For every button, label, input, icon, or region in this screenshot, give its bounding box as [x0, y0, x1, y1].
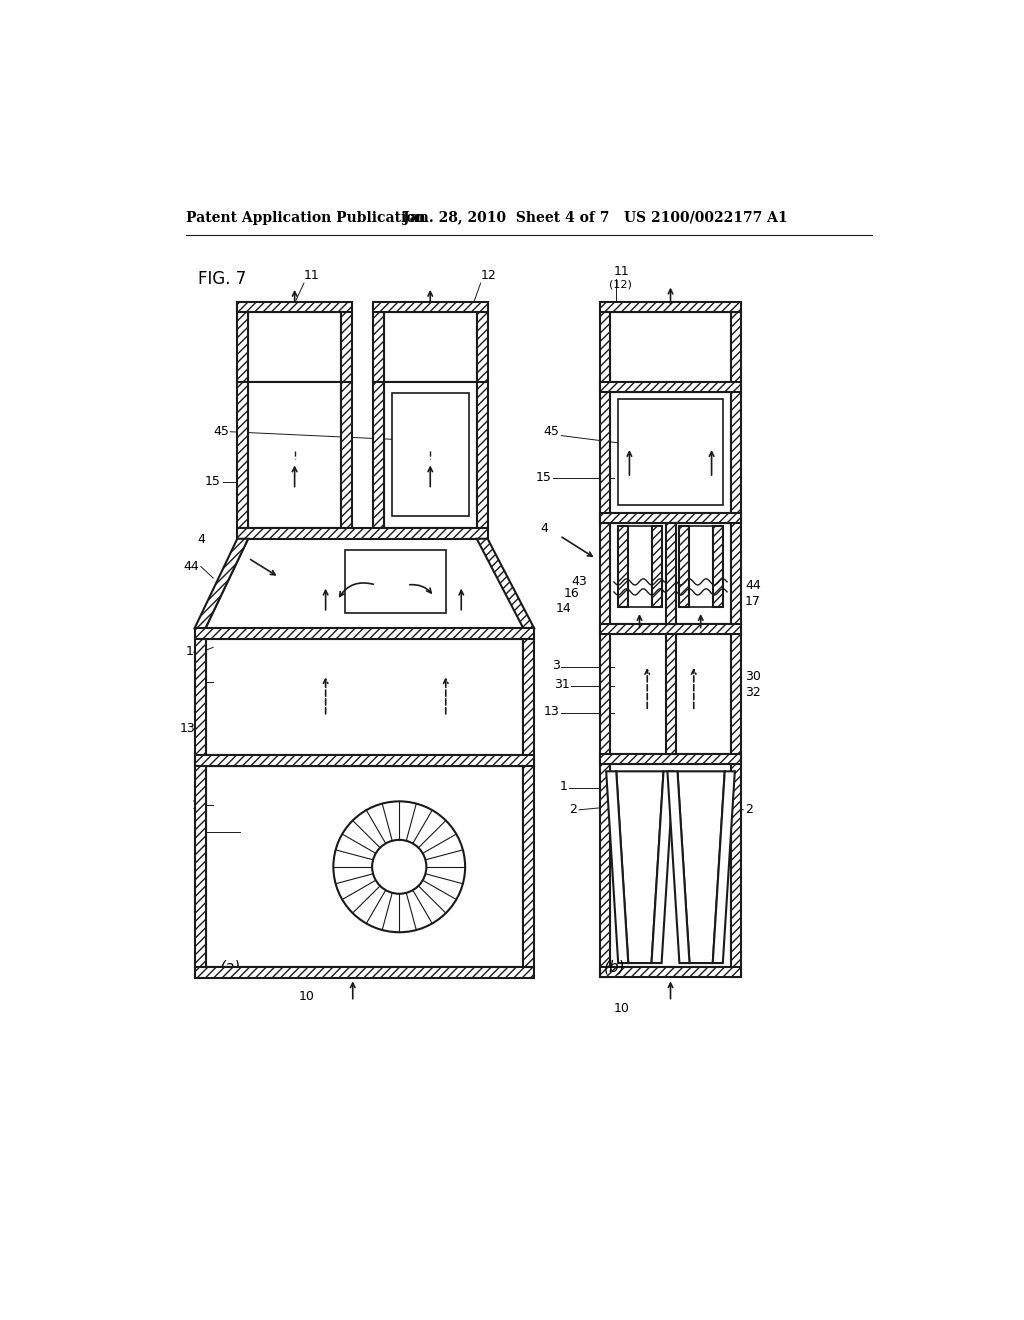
Text: Jan. 28, 2010  Sheet 4 of 7: Jan. 28, 2010 Sheet 4 of 7	[403, 211, 609, 224]
Bar	[341, 313, 352, 381]
Bar	[391, 393, 469, 516]
Polygon shape	[206, 539, 523, 628]
Text: 44: 44	[744, 579, 761, 593]
Bar	[600, 966, 741, 977]
Bar	[477, 381, 487, 528]
Bar	[610, 392, 731, 512]
Bar	[600, 302, 741, 313]
Bar	[666, 523, 676, 624]
Text: FIG. 7: FIG. 7	[198, 271, 246, 288]
Bar	[373, 381, 384, 528]
Bar	[600, 624, 741, 635]
Bar	[238, 528, 487, 539]
Bar	[248, 313, 341, 381]
Bar	[373, 313, 384, 381]
Polygon shape	[477, 539, 535, 628]
Bar	[610, 635, 731, 754]
Polygon shape	[606, 771, 629, 964]
Bar	[195, 755, 535, 766]
Bar	[248, 381, 341, 528]
Text: 15: 15	[205, 475, 221, 488]
Text: 41: 41	[632, 533, 647, 545]
Text: 15: 15	[536, 471, 552, 484]
Circle shape	[372, 840, 426, 894]
Bar	[477, 313, 487, 381]
Text: 10: 10	[299, 990, 314, 1003]
Text: 1: 1	[559, 780, 567, 793]
Text: 4: 4	[541, 521, 548, 535]
Bar	[341, 381, 352, 528]
Bar	[523, 639, 535, 766]
Text: 13: 13	[544, 705, 560, 718]
Bar	[600, 381, 741, 392]
Bar	[238, 302, 352, 313]
Polygon shape	[195, 539, 248, 628]
Text: 17: 17	[744, 594, 761, 607]
Text: 42: 42	[693, 533, 709, 545]
Text: US 2100/0022177 A1: US 2100/0022177 A1	[624, 211, 787, 224]
Bar	[195, 966, 535, 978]
Polygon shape	[616, 771, 664, 964]
Text: 4: 4	[198, 533, 206, 546]
Bar	[679, 527, 723, 607]
Text: 45: 45	[544, 425, 560, 438]
Bar	[238, 381, 248, 528]
Text: 13: 13	[179, 722, 196, 735]
Polygon shape	[668, 771, 689, 964]
Bar	[731, 313, 741, 977]
Bar	[600, 313, 610, 977]
Text: 14: 14	[556, 602, 571, 615]
Bar	[713, 527, 723, 607]
Bar	[206, 639, 523, 755]
Text: 45: 45	[213, 425, 228, 438]
Text: 2: 2	[744, 804, 753, 816]
Bar	[617, 400, 723, 506]
Text: (12): (12)	[608, 280, 632, 289]
Circle shape	[334, 801, 465, 932]
Text: 12: 12	[480, 268, 497, 281]
Text: 11: 11	[304, 268, 319, 281]
Bar	[679, 527, 689, 607]
Text: 32: 32	[744, 685, 761, 698]
Bar	[617, 527, 628, 607]
Text: 11: 11	[614, 265, 630, 277]
Text: 2: 2	[198, 825, 206, 838]
Bar	[373, 302, 487, 313]
Text: 14: 14	[186, 644, 202, 657]
Bar	[523, 766, 535, 966]
Bar	[238, 302, 248, 381]
Text: (b): (b)	[604, 960, 626, 974]
Text: (a): (a)	[219, 960, 241, 974]
Bar	[610, 523, 731, 624]
Text: 43: 43	[571, 576, 587, 589]
Bar	[600, 512, 741, 523]
Bar	[617, 527, 662, 607]
Bar	[384, 313, 477, 381]
Bar	[600, 754, 741, 763]
Text: Patent Application Publication: Patent Application Publication	[186, 211, 426, 224]
Text: 1: 1	[191, 799, 200, 812]
Bar	[610, 313, 731, 381]
Text: 44: 44	[183, 560, 200, 573]
Text: 2: 2	[569, 804, 578, 816]
Text: 10: 10	[614, 1002, 630, 1015]
Text: 30: 30	[744, 671, 761, 684]
Bar	[384, 381, 477, 528]
Polygon shape	[651, 771, 674, 964]
Bar	[345, 550, 445, 612]
Polygon shape	[713, 771, 735, 964]
Text: 3: 3	[194, 676, 202, 689]
Polygon shape	[678, 771, 725, 964]
Bar	[652, 527, 662, 607]
Bar	[195, 766, 206, 966]
Bar	[666, 635, 676, 754]
Bar	[610, 763, 731, 966]
Text: 3: 3	[552, 659, 560, 672]
Bar	[195, 639, 206, 766]
Text: 31: 31	[554, 677, 569, 690]
Text: 16: 16	[563, 587, 579, 601]
Bar	[195, 628, 535, 639]
Bar	[206, 766, 523, 966]
